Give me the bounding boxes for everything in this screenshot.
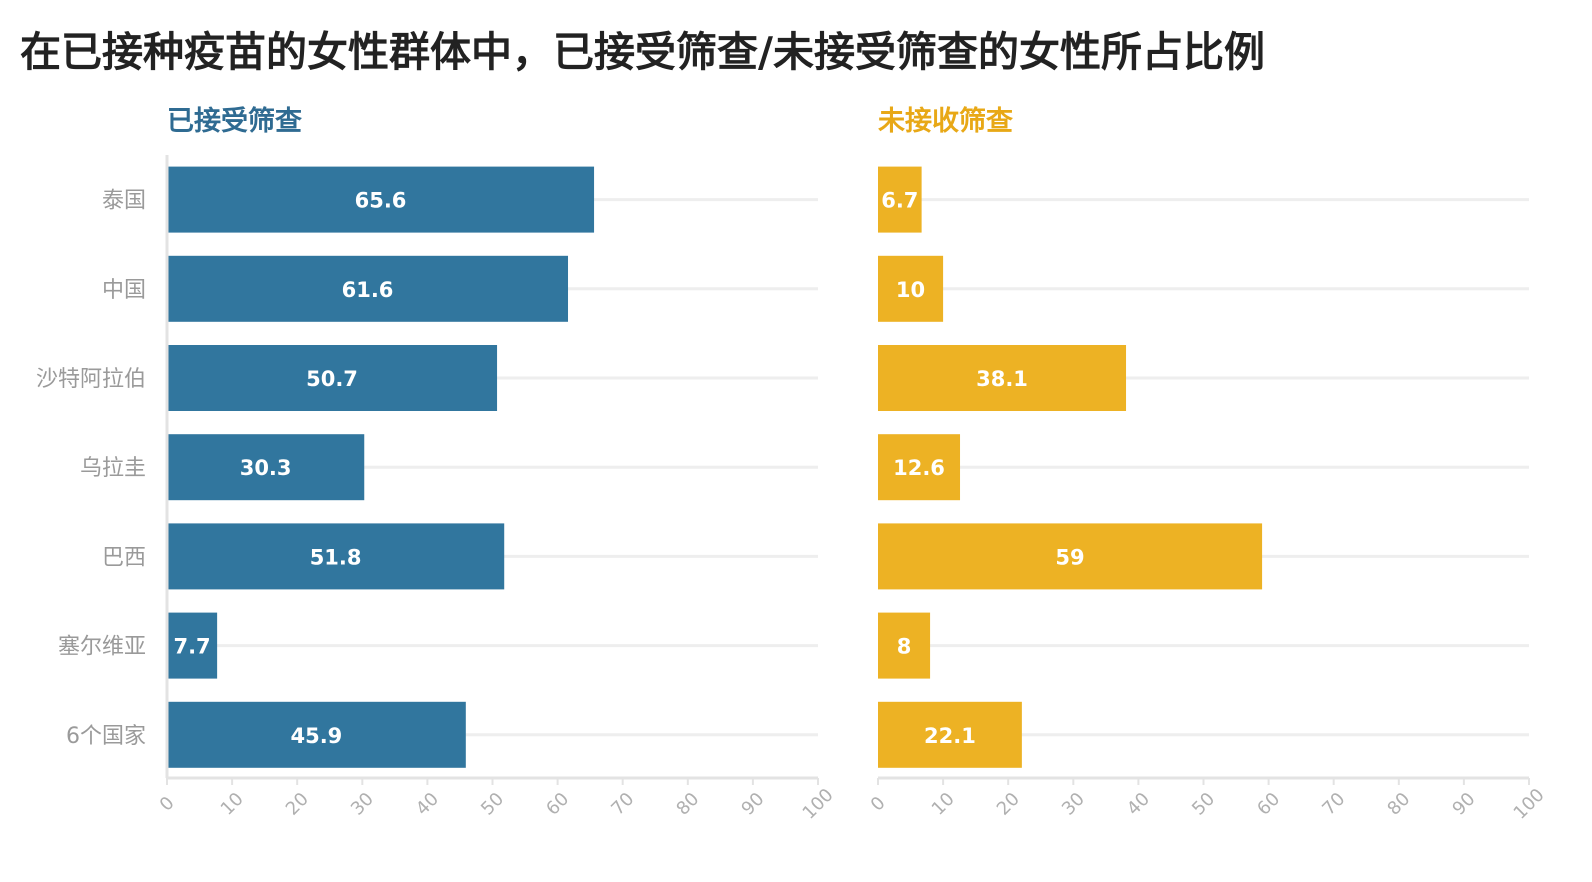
bar bbox=[878, 612, 931, 679]
panel-unscreened: 未接收筛查 6.7 10 38.1 12.6 59 8 22.1 0 10 20 30 40 50 60 7… bbox=[867, 105, 1549, 824]
bar-value-label: 50.7 bbox=[306, 367, 358, 391]
x-tick-label: 10 bbox=[928, 789, 959, 820]
x-tick-label: 20 bbox=[993, 789, 1024, 820]
bar-value-label: 59 bbox=[1055, 545, 1084, 569]
x-tick-label: 0 bbox=[867, 793, 890, 816]
bar bbox=[878, 255, 944, 322]
x-tick-label: 50 bbox=[477, 789, 508, 820]
category-label: 沙特阿拉伯 bbox=[36, 367, 146, 392]
category-label: 6个国家 bbox=[66, 724, 146, 749]
panel-title-unscreened: 未接收筛查 bbox=[878, 105, 1013, 137]
bar bbox=[878, 434, 961, 501]
x-tick-label: 100 bbox=[1510, 785, 1549, 824]
x-tick-label: 60 bbox=[542, 789, 573, 820]
bar-value-label: 45.9 bbox=[290, 724, 342, 748]
category-label: 泰国 bbox=[102, 189, 146, 214]
chart-title: 在已接种疫苗的女性群体中，已接受筛查/未接受筛查的女性所占比例 bbox=[20, 28, 1265, 76]
bar-value-label: 6.7 bbox=[881, 189, 918, 213]
x-tick-label: 20 bbox=[282, 789, 313, 820]
bar-value-label: 38.1 bbox=[976, 367, 1028, 391]
x-tick-label: 10 bbox=[217, 789, 248, 820]
category-label: 乌拉圭 bbox=[80, 456, 146, 481]
bar-value-label: 65.6 bbox=[355, 189, 407, 213]
category-label: 塞尔维亚 bbox=[58, 635, 146, 660]
bar-value-label: 30.3 bbox=[240, 456, 292, 480]
bar-value-label: 10 bbox=[896, 278, 925, 302]
bar bbox=[167, 701, 466, 768]
x-tick-label: 90 bbox=[737, 789, 768, 820]
panel-screened: 已接受筛查 泰国 65.6 中国 61.6 沙特阿拉伯 50.7 乌拉圭 30.3 巴西 51.8… bbox=[36, 105, 838, 824]
bar bbox=[167, 345, 498, 411]
bar-value-label: 22.1 bbox=[924, 724, 976, 748]
bar-value-label: 61.6 bbox=[342, 278, 394, 302]
bar bbox=[878, 523, 1263, 590]
x-tick-label: 0 bbox=[156, 793, 179, 816]
x-tick-label: 40 bbox=[1123, 789, 1154, 820]
x-tick-label: 90 bbox=[1448, 789, 1479, 820]
bar bbox=[167, 612, 218, 679]
bar bbox=[878, 345, 1127, 411]
x-tick-label: 30 bbox=[1058, 789, 1089, 820]
category-label: 巴西 bbox=[102, 545, 146, 570]
bar-value-label: 12.6 bbox=[893, 456, 945, 480]
x-tick-label: 100 bbox=[799, 785, 838, 824]
x-tick-label: 70 bbox=[1318, 789, 1349, 820]
bar bbox=[167, 523, 505, 590]
x-tick-label: 80 bbox=[672, 789, 703, 820]
x-tick-label: 60 bbox=[1253, 789, 1284, 820]
x-tick-label: 30 bbox=[347, 789, 378, 820]
bar bbox=[878, 701, 1022, 768]
bar bbox=[878, 166, 922, 233]
panel-title-screened: 已接受筛查 bbox=[167, 105, 302, 137]
x-tick-label: 70 bbox=[607, 789, 638, 820]
bar bbox=[167, 434, 365, 501]
x-tick-label: 50 bbox=[1188, 789, 1219, 820]
bar bbox=[167, 166, 595, 233]
x-tick-label: 40 bbox=[412, 789, 443, 820]
bar-value-label: 7.7 bbox=[173, 635, 210, 659]
bar-value-label: 8 bbox=[897, 635, 912, 659]
bar bbox=[167, 255, 569, 322]
bar-value-label: 51.8 bbox=[310, 545, 362, 569]
category-label: 中国 bbox=[102, 278, 146, 303]
x-tick-label: 80 bbox=[1383, 789, 1414, 820]
